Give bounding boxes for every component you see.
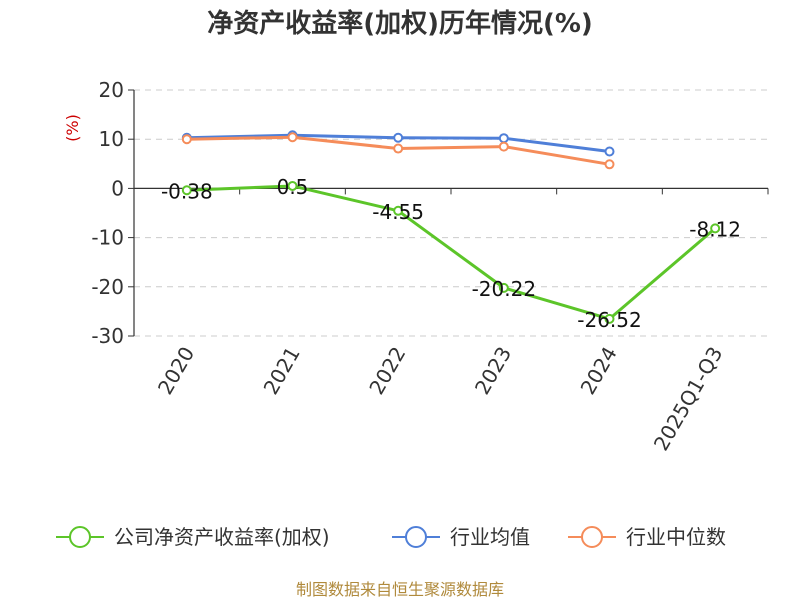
legend-item-1[interactable]: 行业均值 — [392, 525, 530, 549]
legend-label: 行业中位数 — [626, 525, 726, 549]
grid-lines — [134, 89, 768, 337]
data-point-2[interactable] — [393, 143, 404, 154]
data-point-1[interactable] — [604, 146, 615, 157]
legend-swatch-marker — [581, 526, 603, 548]
x-tick-label: 2025Q1-Q3 — [649, 343, 728, 455]
data-point-0[interactable] — [604, 313, 615, 324]
data-point-0[interactable] — [393, 205, 404, 216]
legend-swatch-marker — [69, 526, 91, 548]
axes: 20 10 0 -10 -20 -30 2020 2021 2022 2023 2024 2025Q1… — [91, 78, 769, 455]
y-tick-label: -10 — [91, 226, 124, 250]
y-tick-label: -30 — [91, 324, 124, 348]
data-label: -26.52 — [577, 308, 641, 332]
legend-label: 行业均值 — [450, 525, 530, 549]
x-tick-label: 2020 — [153, 343, 199, 399]
series-lines — [181, 130, 721, 324]
series-line-0 — [186, 184, 717, 321]
legend-label: 公司净资产收益率(加权) — [114, 525, 330, 549]
data-label: 0.5 — [277, 175, 309, 199]
legend[interactable]: 公司净资产收益率(加权) 行业均值 行业中位数 — [56, 525, 726, 549]
data-point-0[interactable] — [287, 180, 298, 191]
legend-swatch-marker — [405, 526, 427, 548]
chart-title: 净资产收益率(加权)历年情况(%) — [207, 8, 593, 39]
data-point-1[interactable] — [498, 133, 509, 144]
data-label: -0.38 — [161, 179, 213, 203]
data-point-2[interactable] — [287, 132, 298, 143]
data-point-0[interactable] — [710, 223, 721, 234]
x-tick-label: 2024 — [576, 343, 622, 399]
data-point-0[interactable] — [181, 185, 192, 196]
data-label: -4.55 — [372, 200, 424, 224]
data-point-2[interactable] — [181, 134, 192, 145]
source-note: 制图数据来自恒生聚源数据库 — [296, 580, 504, 599]
x-tick-label: 2023 — [470, 343, 516, 399]
x-tick-label: 2021 — [259, 343, 305, 399]
y-tick-label: -20 — [91, 275, 124, 299]
y-tick-label: 20 — [99, 78, 124, 102]
data-label: -20.22 — [472, 277, 536, 301]
data-point-2[interactable] — [498, 141, 509, 152]
x-tick-label: 2022 — [364, 343, 410, 399]
data-labels: -0.38 0.5 -4.55 -20.22 -26.52 -8.12 — [161, 175, 741, 332]
legend-item-0[interactable]: 公司净资产收益率(加权) — [56, 525, 330, 549]
data-point-0[interactable] — [498, 282, 509, 293]
y-axis-label: (%) — [63, 114, 82, 142]
data-point-1[interactable] — [393, 132, 404, 143]
y-tick-label: 0 — [111, 176, 124, 200]
data-point-2[interactable] — [604, 159, 615, 170]
data-label: -8.12 — [689, 217, 741, 241]
legend-item-2[interactable]: 行业中位数 — [568, 525, 726, 549]
y-tick-label: 10 — [99, 127, 124, 151]
